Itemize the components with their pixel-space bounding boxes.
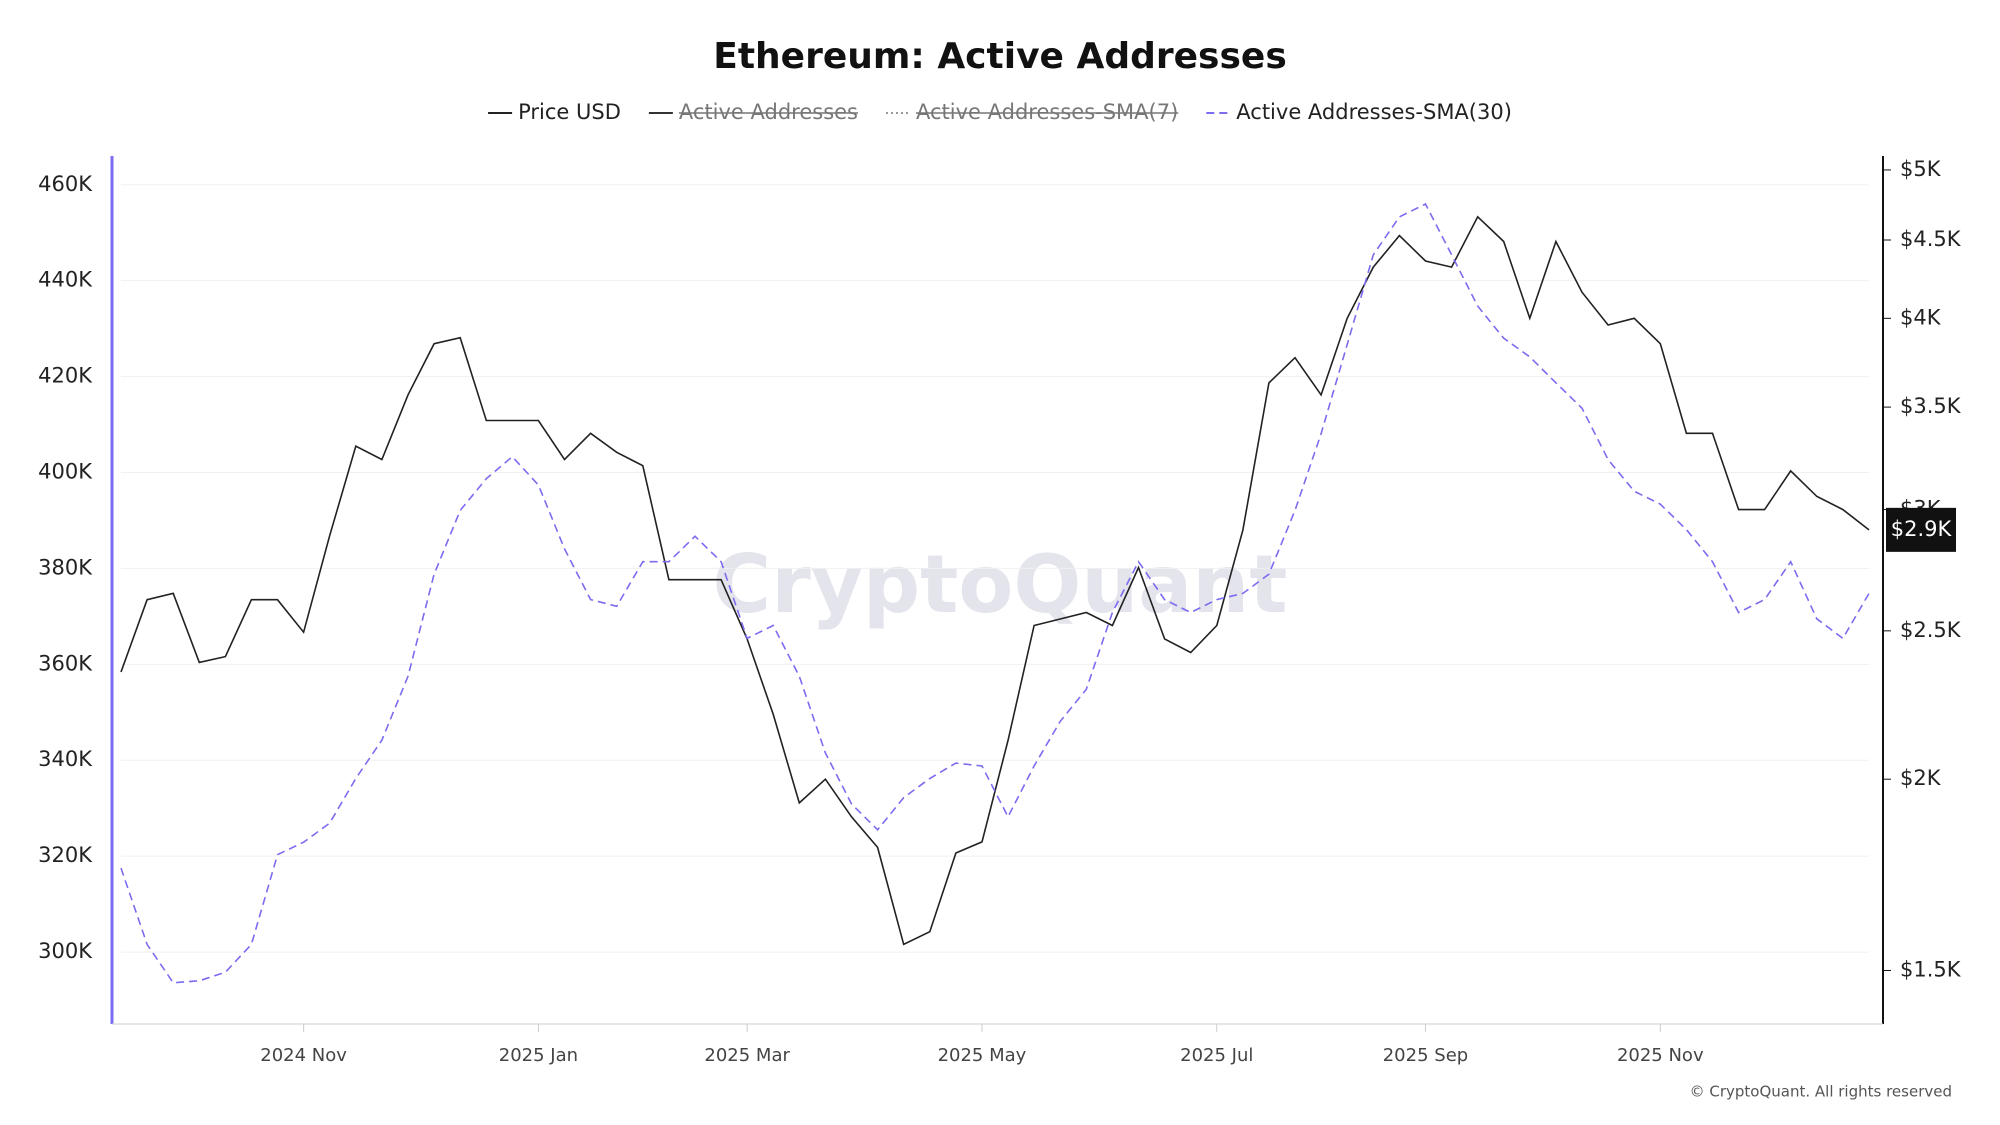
y-tick-label: 320K: [38, 843, 93, 867]
watermark: CryptoQuant: [713, 538, 1288, 631]
x-tick-label: 2025 Jul: [1180, 1045, 1253, 1066]
y-tick-label: 380K: [38, 555, 93, 579]
legend: Price USD Active Addresses Active Addresse…: [488, 100, 1512, 124]
copyright: © CryptoQuant. All rights reserved: [1690, 1083, 1952, 1101]
chart-title: Ethereum: Active Addresses: [713, 36, 1287, 77]
legend-label: Price USD: [518, 100, 621, 124]
y-tick-label: 360K: [38, 651, 93, 675]
x-tick-label: 2025 May: [938, 1045, 1027, 1066]
y-tick-label: 460K: [38, 172, 93, 196]
x-tick-label: 2025 Nov: [1617, 1045, 1704, 1066]
current-price-box: [1886, 507, 1956, 552]
y-tick-label: 300K: [38, 939, 93, 963]
legend-label: Active Addresses-SMA(7): [916, 100, 1178, 124]
y2-tick-label: $4.5K: [1900, 227, 1962, 251]
y-tick-label: 440K: [38, 268, 93, 292]
y-tick-label: 340K: [38, 747, 93, 771]
y2-tick-label: $4K: [1900, 305, 1942, 329]
legend-label: Active Addresses: [679, 100, 858, 124]
current-price-label: $2.9K: [1891, 517, 1953, 541]
x-tick-label: 2024 Nov: [260, 1045, 347, 1066]
y2-tick-label: $2.5K: [1900, 618, 1962, 642]
legend-item: Price USD: [488, 100, 621, 124]
y-tick-label: 420K: [38, 364, 93, 388]
y2-tick-label: $2K: [1900, 766, 1942, 790]
legend-item: Active Addresses-SMA(30): [1206, 100, 1512, 124]
y-tick-label: 400K: [38, 460, 93, 484]
y2-tick-label: $1.5K: [1900, 957, 1962, 981]
y2-tick-label: $5K: [1900, 157, 1942, 181]
legend-item: Active Addresses: [648, 100, 859, 124]
y2-tick-label: $3.5K: [1900, 394, 1962, 418]
legend-label: Active Addresses-SMA(30): [1236, 100, 1512, 124]
x-tick-label: 2025 Mar: [704, 1045, 790, 1066]
x-tick-label: 2025 Jan: [499, 1045, 578, 1066]
legend-item: Active Addresses-SMA(7): [886, 100, 1179, 124]
x-tick-label: 2025 Sep: [1383, 1045, 1468, 1066]
